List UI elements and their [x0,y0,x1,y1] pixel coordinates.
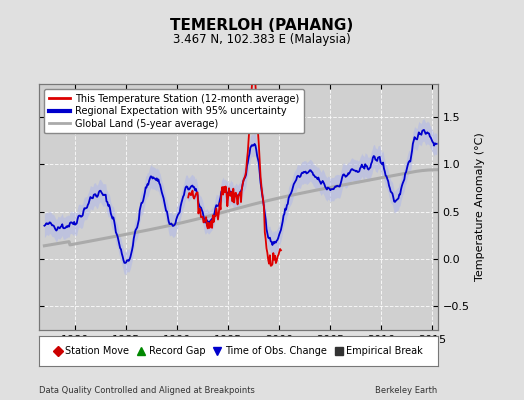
Text: Berkeley Earth: Berkeley Earth [375,386,438,395]
Legend: This Temperature Station (12-month average), Regional Expectation with 95% uncer: This Temperature Station (12-month avera… [44,89,304,134]
Text: 3.467 N, 102.383 E (Malaysia): 3.467 N, 102.383 E (Malaysia) [173,34,351,46]
Legend: Station Move, Record Gap, Time of Obs. Change, Empirical Break: Station Move, Record Gap, Time of Obs. C… [51,343,426,359]
Text: TEMERLOH (PAHANG): TEMERLOH (PAHANG) [170,18,354,34]
Text: Data Quality Controlled and Aligned at Breakpoints: Data Quality Controlled and Aligned at B… [39,386,255,395]
Y-axis label: Temperature Anomaly (°C): Temperature Anomaly (°C) [475,133,485,281]
